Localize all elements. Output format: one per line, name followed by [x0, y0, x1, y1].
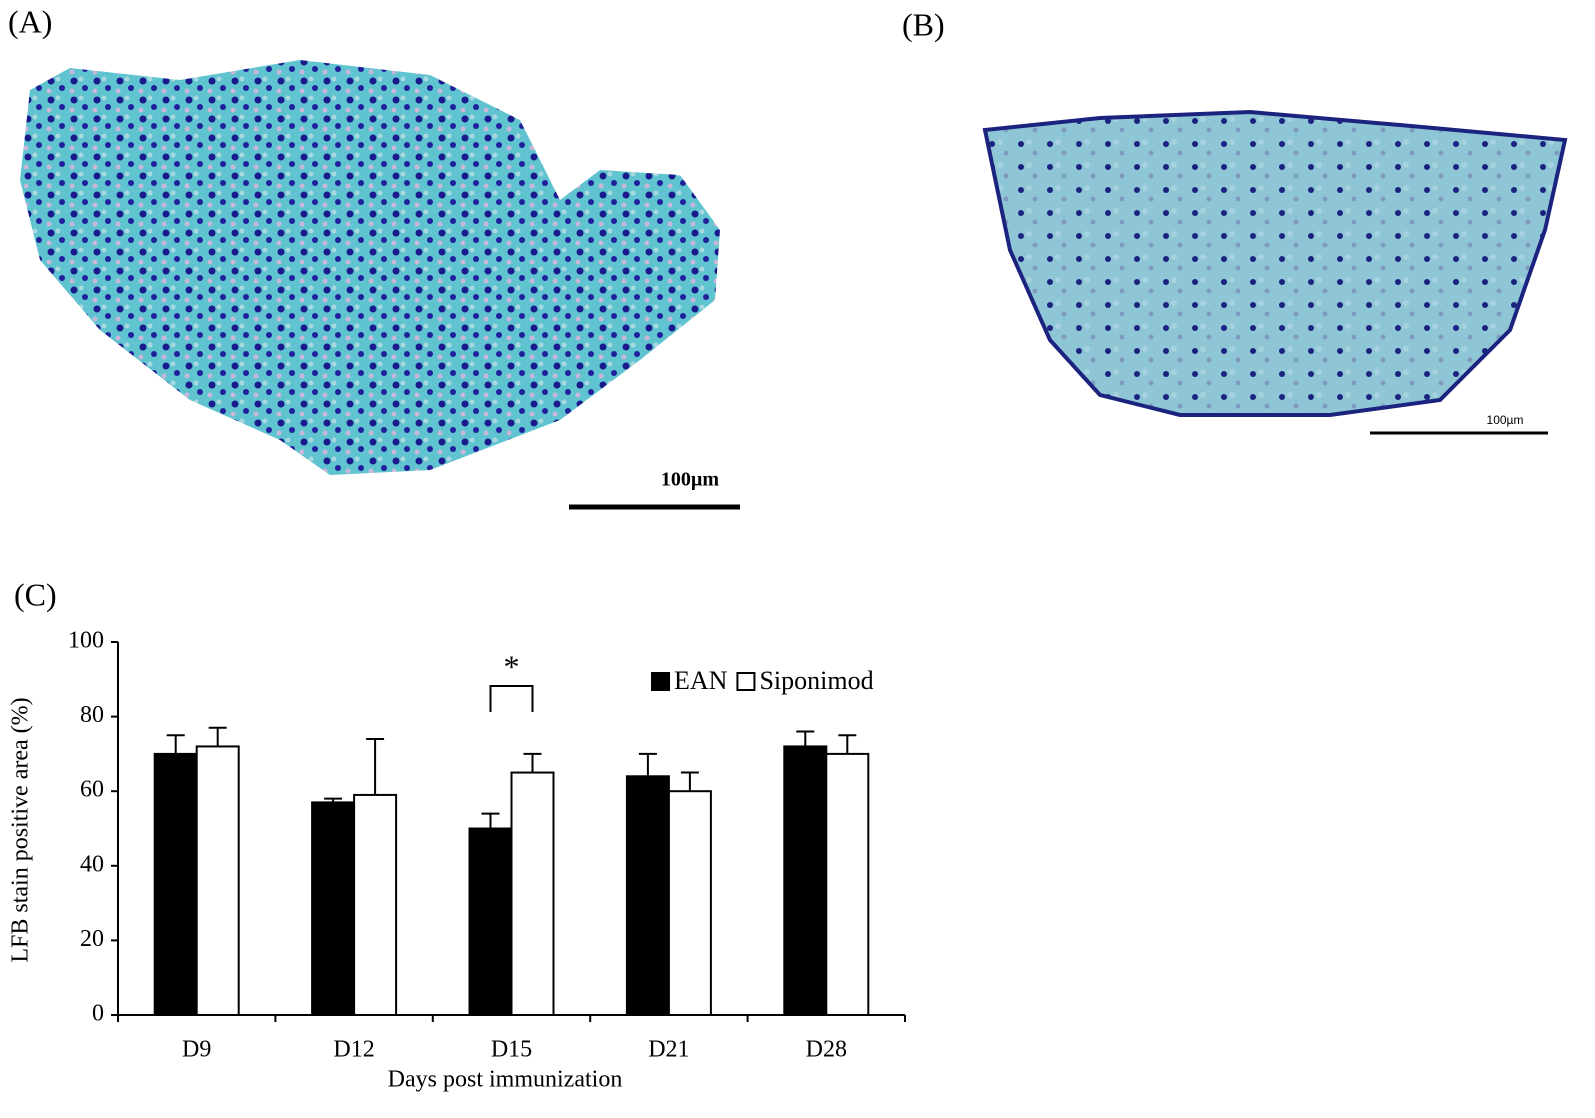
bar [311, 801, 356, 1017]
significance-marker: * [504, 648, 520, 684]
y-tick-label: 100 [68, 628, 104, 654]
bar [195, 745, 240, 1016]
significance-bracket [489, 685, 534, 712]
bar [510, 771, 555, 1016]
bar [625, 775, 670, 1017]
micrograph-a [20, 60, 720, 475]
x-tick-label: D28 [806, 1037, 847, 1063]
y-axis-title: LFB stain positive area (%) [8, 697, 34, 962]
x-tick-label: D15 [491, 1037, 532, 1063]
legend-swatch [651, 672, 670, 691]
bar [153, 752, 198, 1017]
bar [667, 790, 712, 1017]
scale-bar-label: 100µm [1487, 413, 1524, 427]
y-tick-label: 80 [80, 702, 104, 728]
panel-label: (C) [14, 576, 57, 612]
bar [783, 745, 828, 1016]
panel-label: (A) [8, 3, 52, 39]
bar [825, 752, 870, 1017]
x-axis-title: Days post immunization [388, 1067, 623, 1093]
micrograph-b [982, 109, 1568, 417]
x-tick-label: D21 [648, 1037, 689, 1063]
x-tick-label: D9 [182, 1037, 211, 1063]
legend-label: Siponimod [759, 666, 873, 695]
scale-bar-label: 100µm [661, 469, 720, 491]
legend-label: EAN [674, 666, 728, 695]
y-tick-label: 60 [80, 777, 104, 803]
bar [353, 793, 398, 1016]
y-tick-label: 0 [92, 1001, 104, 1027]
y-tick-label: 40 [80, 851, 104, 877]
y-tick-label: 20 [80, 926, 104, 952]
panel-label: (B) [902, 6, 945, 42]
bar [468, 827, 513, 1016]
x-tick-label: D12 [333, 1037, 374, 1063]
legend-swatch [736, 672, 756, 691]
